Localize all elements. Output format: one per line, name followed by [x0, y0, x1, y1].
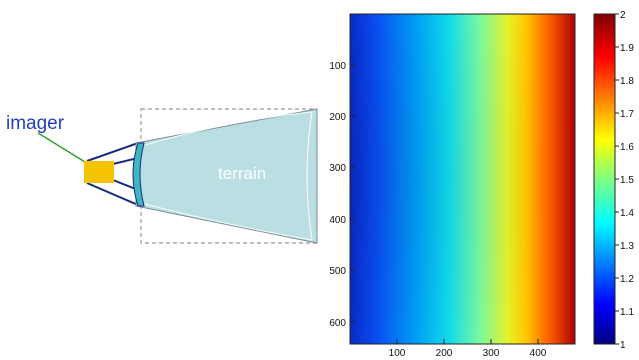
colorbar-tick-label: 1	[620, 340, 626, 351]
imager-diagram: imager terrain	[6, 108, 318, 244]
y-tick-label: 300	[329, 163, 346, 174]
colorbar-tick-label: 1.3	[620, 241, 634, 252]
colorbar-tick-label: 1.2	[620, 274, 634, 285]
terrain-highlight	[144, 111, 313, 241]
colorbar-tick-label: 1.9	[620, 43, 634, 54]
heatmap-y-axis: 100 200 300 400 500 600	[329, 61, 355, 329]
colorbar-tick-label: 1.4	[620, 208, 634, 219]
heatmap-frame	[349, 13, 576, 345]
colorbar-tick-label: 1.6	[620, 142, 634, 153]
x-tick-label: 100	[389, 348, 406, 359]
lens-shape	[132, 142, 145, 207]
x-tick-label: 300	[483, 348, 500, 359]
colorbar-gradient	[593, 13, 616, 345]
y-tick-label: 600	[329, 318, 346, 329]
colorbar-tick-label: 1.5	[620, 175, 634, 186]
x-tick-label: 400	[530, 348, 547, 359]
colorbar: 2 1.9 1.8 1.7 1.6 1.5 1.4 1.3 1.2 1.1 1	[593, 10, 634, 351]
imager-body	[84, 161, 114, 183]
heatmap-plot: 100 200 300 400 500 600 100 200 300 400	[329, 13, 576, 359]
y-tick-label: 200	[329, 112, 346, 123]
y-tick-label: 500	[329, 266, 346, 277]
terrain-label: terrain	[218, 164, 266, 183]
colorbar-tick-label: 2	[620, 10, 626, 21]
colorbar-tick-label: 1.1	[620, 307, 634, 318]
imager-label: imager	[6, 113, 65, 134]
x-tick-label: 200	[436, 348, 453, 359]
y-tick-label: 100	[329, 61, 346, 72]
y-tick-label: 400	[329, 215, 346, 226]
heatmap-x-axis: 100 200 300 400	[389, 339, 547, 359]
colorbar-tick-label: 1.7	[620, 109, 634, 120]
colorbar-tick-label: 1.8	[620, 76, 634, 87]
